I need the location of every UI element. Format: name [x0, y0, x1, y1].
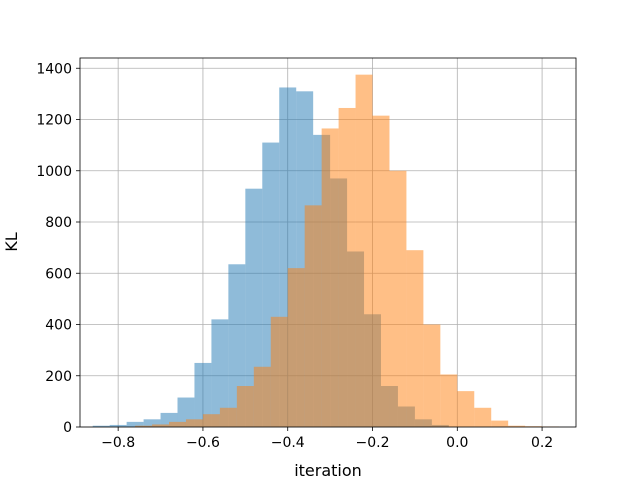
axes-frame — [79, 57, 577, 428]
histogram-bar-series-2 — [304, 205, 322, 427]
histogram-bar-series-1 — [126, 421, 144, 427]
x-axis: −0.8 −0.6 −0.4 −0.2 0.0 0.2 — [101, 427, 553, 451]
x-tick-label: −0.2 — [356, 435, 390, 451]
y-tick-label: 1200 — [36, 113, 72, 129]
histogram-bar-series-2 — [202, 414, 220, 427]
y-tick-label: 600 — [45, 266, 72, 282]
histogram-bar-series-1 — [194, 362, 212, 427]
y-tick-label: 200 — [45, 369, 72, 385]
histogram-bar-series-2 — [169, 421, 186, 427]
grid — [80, 58, 576, 428]
histogram-bar-series-1 — [92, 425, 110, 427]
histogram-bar-series-1 — [211, 319, 229, 427]
histogram-bar-series-2 — [338, 107, 356, 427]
histogram-bar-series-2 — [423, 324, 441, 427]
histogram-bar-series-2 — [185, 419, 203, 427]
x-tick-label: 0.0 — [446, 435, 468, 451]
histogram-bar-series-2 — [457, 391, 475, 427]
histogram-bar-series-1 — [143, 419, 161, 427]
y-tick-label: 400 — [45, 318, 72, 334]
histogram-bar-series-2 — [219, 407, 237, 427]
histogram-bar-series-2 — [508, 425, 526, 427]
histogram-bar-series-2 — [372, 115, 390, 427]
histogram-bar-series-2 — [406, 250, 424, 427]
histogram-bar-series-1 — [109, 424, 127, 427]
x-tick-label: −0.6 — [186, 435, 220, 451]
histogram-bar-series-2 — [287, 268, 305, 427]
histogram-bar-series-2 — [236, 386, 254, 427]
x-tick-label: −0.4 — [271, 435, 305, 451]
y-tick-label: 0 — [63, 420, 72, 436]
histogram-bar-series-2 — [270, 316, 288, 427]
bars — [92, 74, 560, 427]
histogram-bar-series-2 — [321, 128, 339, 427]
x-axis-label: iteration — [294, 461, 362, 480]
histogram-bar-series-2 — [152, 424, 170, 427]
histogram-bar-series-2 — [440, 374, 458, 427]
histogram-bar-series-2 — [474, 407, 492, 427]
histogram-bar-series-2 — [135, 425, 153, 427]
y-tick-label: 1400 — [36, 61, 72, 77]
x-tick-label: 0.2 — [531, 435, 553, 451]
x-tick-label: −0.8 — [101, 435, 135, 451]
y-axis-label: KL — [2, 232, 21, 251]
histogram-bar-series-2 — [491, 420, 509, 427]
y-tick-label: 1000 — [36, 164, 72, 180]
y-axis: 0 200 400 600 800 1000 1200 1400 — [36, 61, 80, 436]
y-tick-label: 800 — [45, 215, 72, 231]
histogram-bar-series-2 — [253, 366, 271, 427]
histogram-bar-series-2 — [355, 74, 373, 427]
histogram-bar-series-2 — [389, 170, 407, 427]
